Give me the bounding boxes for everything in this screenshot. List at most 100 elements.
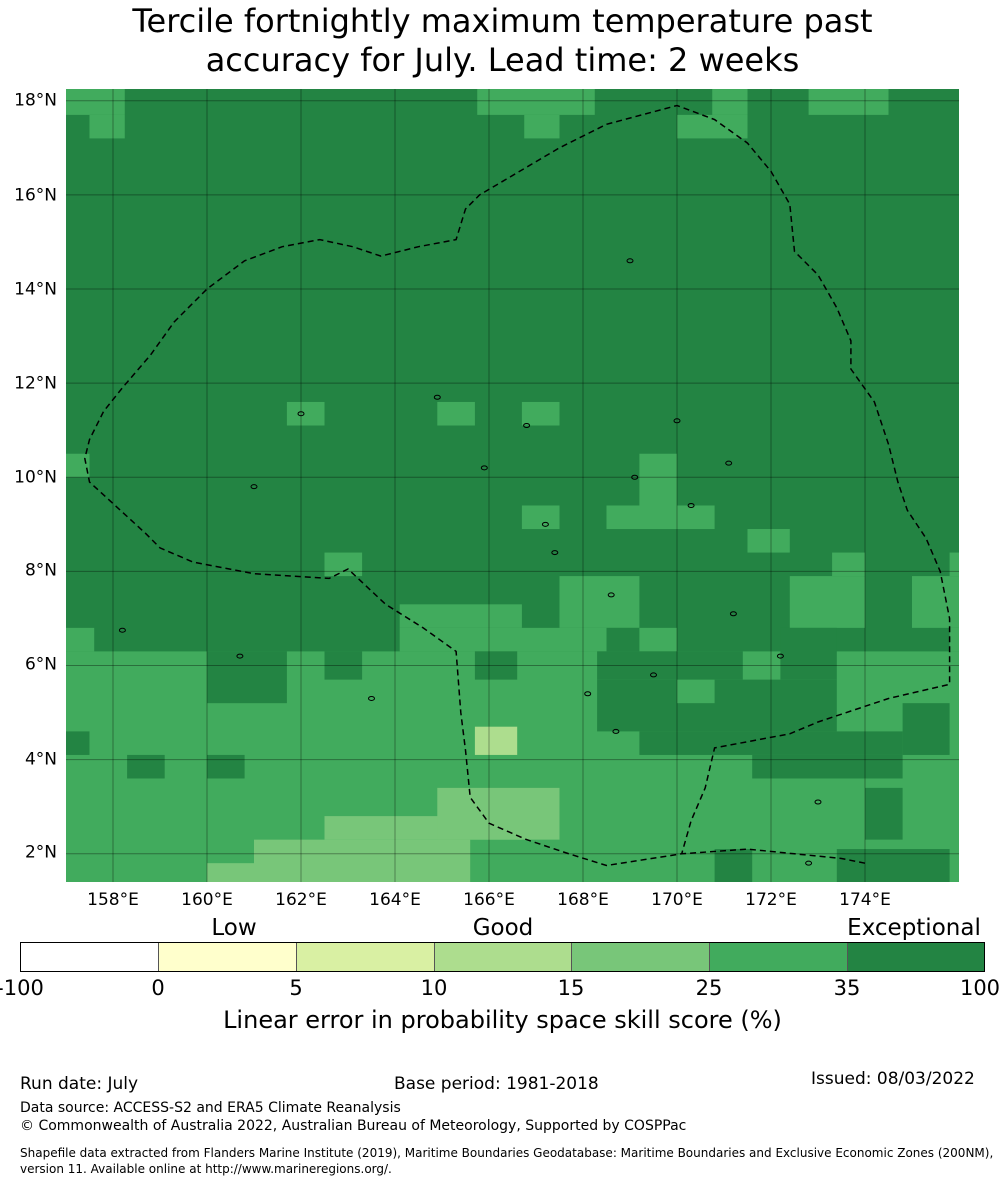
lat-label-6: 6°N [24,654,57,675]
island [250,484,258,490]
skill-cell [865,787,903,840]
skill-cell [597,651,743,680]
skill-cell [521,401,560,426]
colorbar-tick: 5 [289,976,303,1000]
colorbar-tick: 0 [151,976,165,1000]
map-title: Tercile fortnightly maximum temperature … [0,2,1005,80]
title-line-1: Tercile fortnightly maximum temperature … [132,2,873,40]
skill-cell [606,627,640,652]
island [368,695,375,701]
lon-label-174: 174°E [839,890,891,910]
skill-cell [474,651,518,680]
skill-cell [836,849,950,882]
colorbar-tick: 35 [833,976,861,1000]
lon-label-172: 172°E [745,890,797,910]
colorbar-segment [297,943,435,971]
skill-cell [832,552,865,577]
skill-cell [677,114,748,139]
run-date: Run date: July [20,1074,139,1094]
skill-cell [606,505,715,530]
island [523,422,531,428]
island [480,465,488,471]
lon-label-162: 162°E [275,890,327,910]
colorbar-tick: -100 [0,976,44,1000]
skill-cell [89,114,125,139]
data-source: Data source: ACCESS-S2 and ERA5 Climate … [20,1100,401,1116]
colorbar-tick: 100 [959,976,1001,1000]
colorbar-segment [435,943,572,971]
copyright: © Commonwealth of Australia 2022, Austra… [20,1118,687,1134]
shapefile-credit-2: version 11. Available online at http://w… [20,1162,392,1176]
island [650,672,657,678]
lon-label-164: 164°E [369,890,421,910]
lat-label-4: 4°N [24,749,57,770]
skill-cell [437,401,475,426]
lat-label-12: 12°N [14,373,57,394]
skill-cell [66,731,90,755]
base-period: Base period: 1981-2018 [394,1074,599,1094]
skill-cell [712,89,748,115]
lon-label-166: 166°E [463,890,515,910]
skill-cell [207,651,287,704]
skill-cell [324,552,363,577]
skill-cell [254,839,471,882]
island [297,411,305,417]
skill-cell [399,604,522,628]
title-line-2: accuracy for July. Lead time: 2 weeks [205,41,800,79]
skill-cell [474,726,518,755]
colorbar-segment [21,943,159,971]
skill-cell [677,679,715,704]
island [541,521,549,527]
colorbar-title: Linear error in probability space skill … [223,1006,782,1034]
skill-cell [66,627,95,652]
island [725,460,733,466]
skill-cell [127,754,165,779]
colorbar-segment [159,943,297,971]
skill-cell [949,627,959,652]
colorbar-segment [848,943,984,971]
skill-cell [207,754,245,779]
colorbar-category-good: Good [472,915,534,941]
colorbar-segment [572,943,710,971]
colorbar-category-exceptional: Exceptional [847,915,981,941]
skill-cell [780,627,837,680]
skill-cell [477,89,595,115]
lon-label-160: 160°E [181,890,233,910]
lon-label-168: 168°E [557,890,609,910]
colorbar-tick: 15 [557,976,585,1000]
island [612,728,620,734]
island [236,653,244,659]
map-panel[interactable] [66,89,959,882]
island [118,627,126,633]
lon-label-170: 170°E [651,890,703,910]
skill-cell [597,679,837,732]
colorbar-category-low: Low [211,915,257,941]
skill-cell [521,505,560,530]
island [729,611,737,617]
colorbar-tick: 25 [695,976,723,1000]
skill-cell [902,703,950,755]
skill-cell [639,731,903,755]
lat-label-10: 10°N [14,467,57,488]
skill-map [66,89,959,882]
skill-cell [324,651,363,680]
colorbar-tick: 10 [420,976,448,1000]
shapefile-credit-1: Shapefile data extracted from Flanders M… [20,1146,994,1160]
island-coastlines [118,258,822,866]
skill-cell [949,552,959,577]
skill-cells [66,89,959,882]
island [776,653,784,659]
lat-label-8: 8°N [24,560,57,581]
skill-cell [747,529,790,553]
island [814,799,822,805]
island [607,592,615,598]
skill-cell [808,89,889,115]
skill-cell [714,849,753,882]
island [687,503,695,509]
skill-cell [559,576,640,628]
map-gridlines [66,89,959,882]
lat-label-18: 18°N [14,90,57,111]
lat-label-2: 2°N [24,842,57,863]
island [433,394,441,400]
skill-cell [524,114,560,139]
